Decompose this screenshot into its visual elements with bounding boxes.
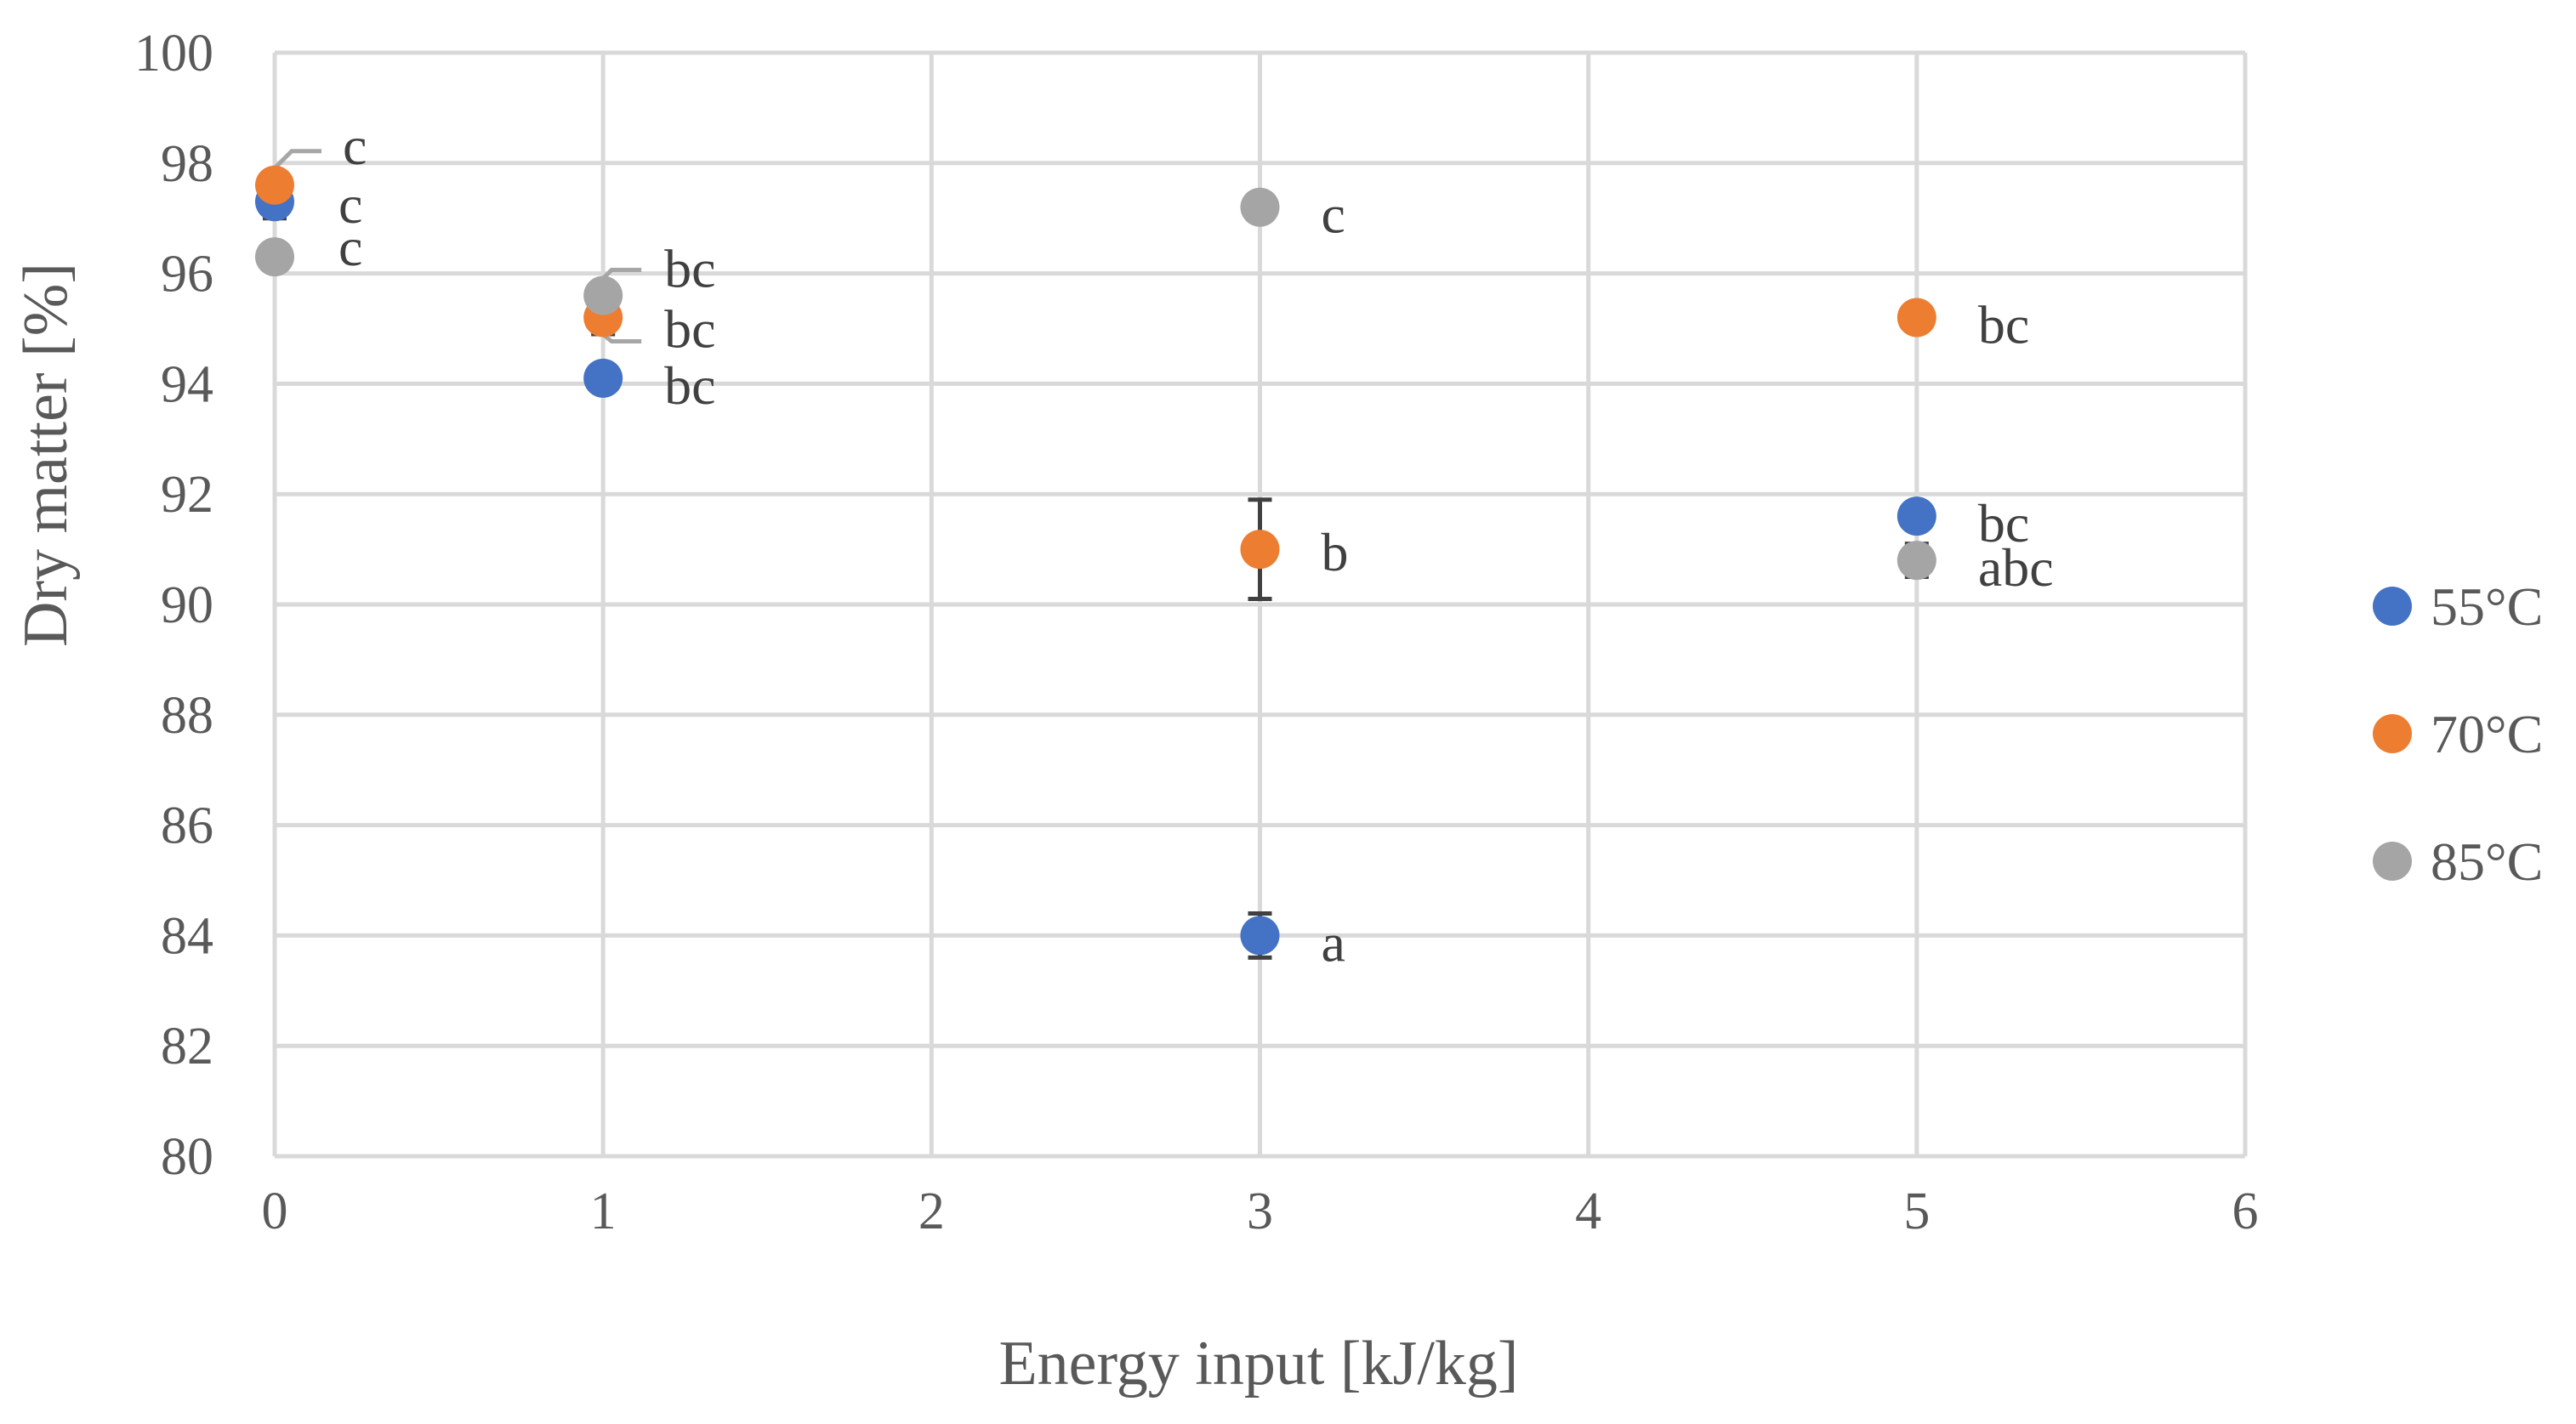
data-label: a [1322, 912, 1345, 973]
x-axis-title: Energy input [kJ/kg] [998, 1329, 1518, 1398]
x-tick-label: 2 [918, 1183, 945, 1240]
gridlines [272, 50, 2248, 1159]
data-point [1896, 496, 1936, 536]
y-tick-label: 82 [161, 1018, 213, 1075]
y-tick-label: 90 [161, 576, 213, 634]
data-point [1240, 916, 1280, 956]
x-tick-label: 4 [1575, 1183, 1601, 1240]
error-bars [263, 183, 1929, 960]
data-label: c [1322, 184, 1345, 245]
y-tick-label: 98 [161, 135, 213, 193]
data-label: bc [664, 239, 715, 299]
data-point [583, 358, 623, 398]
y-tick-label: 88 [161, 687, 213, 745]
data-label: bc [1978, 295, 2029, 355]
y-axis-title: Dry matter [%] [11, 263, 81, 647]
x-tick-label: 6 [2232, 1183, 2259, 1240]
data-point [255, 237, 294, 277]
data-label: bc [664, 355, 715, 416]
axis-ticks: 0 1 2 3 4 5 6 80 82 84 86 88 90 92 94 96 98 100 [134, 25, 2259, 1240]
data-label: bc [1978, 493, 2029, 553]
data-point [1240, 530, 1280, 570]
y-tick-label: 100 [134, 25, 213, 82]
label-leader [601, 268, 642, 281]
y-tick-label: 86 [161, 797, 213, 855]
data-label: abc [1978, 537, 2054, 598]
data-point [1896, 298, 1936, 338]
x-tick-label: 0 [262, 1183, 288, 1240]
y-tick-label: 92 [161, 466, 213, 524]
legend-label: 70°C [2431, 704, 2543, 764]
data-point [1896, 541, 1936, 581]
y-tick-label: 96 [161, 246, 213, 304]
legend-label: 85°C [2431, 831, 2543, 892]
x-tick-label: 5 [1903, 1183, 1930, 1240]
legend: 55°C 70°C 85°C [2373, 576, 2543, 892]
data-label: c [338, 217, 362, 277]
y-tick-label: 80 [161, 1128, 213, 1186]
legend-marker [2373, 587, 2412, 626]
y-tick-label: 94 [161, 355, 213, 413]
legend-marker [2373, 842, 2412, 881]
data-label: bc [664, 299, 715, 360]
legend-marker [2373, 714, 2412, 753]
data-label: c [343, 116, 367, 176]
x-tick-label: 1 [590, 1183, 617, 1240]
x-tick-label: 3 [1247, 1183, 1273, 1240]
data-point [1240, 187, 1280, 227]
data-label: c [338, 174, 362, 235]
data-label: b [1322, 522, 1349, 582]
data-points [255, 165, 1936, 956]
legend-label: 55°C [2431, 576, 2543, 637]
y-tick-label: 84 [161, 907, 213, 965]
data-point [583, 275, 623, 315]
data-point [255, 165, 294, 205]
label-leader [273, 149, 321, 170]
